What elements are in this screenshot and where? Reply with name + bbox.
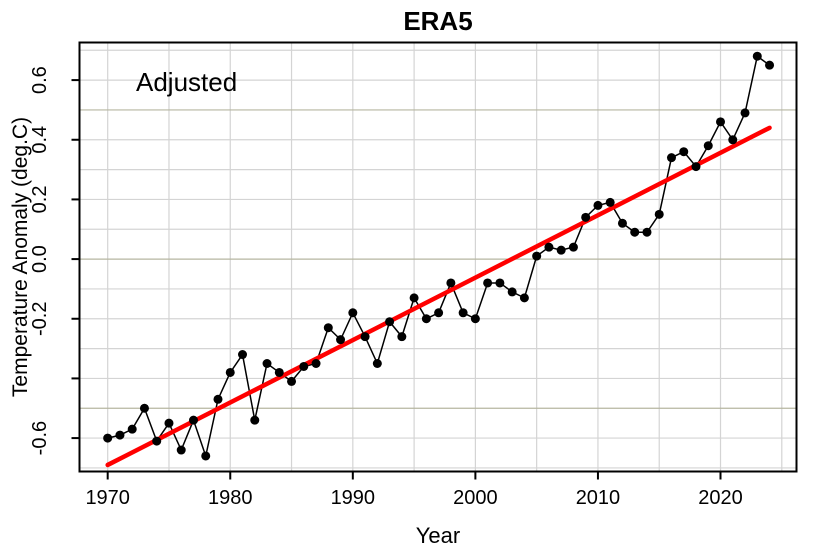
data-point — [409, 293, 419, 303]
data-point — [336, 335, 346, 345]
data-point — [152, 436, 162, 446]
data-point — [483, 278, 493, 288]
data-point — [250, 415, 260, 425]
x-tick-label: 1980 — [208, 487, 253, 509]
data-point — [507, 287, 517, 297]
data-point — [581, 212, 591, 222]
data-point — [752, 51, 762, 61]
plot-area: 1970 1980 1990 2000 2010 2020 0.6 0.4 0.2 0.0 -0.2… — [29, 41, 798, 509]
data-point — [385, 317, 395, 327]
data-point — [532, 251, 542, 261]
x-tick-label: 2000 — [453, 487, 498, 509]
data-point — [556, 245, 566, 255]
y-tick-label: 0.6 — [29, 66, 51, 94]
data-point — [225, 367, 235, 377]
data-point — [164, 418, 174, 428]
data-point — [446, 278, 456, 288]
data-point — [434, 308, 444, 318]
chart-labels: ERA5 Adjusted Year Temperature Anomaly (… — [9, 6, 473, 548]
data-point — [728, 135, 738, 145]
annotation-adjusted: Adjusted — [136, 67, 237, 97]
data-point — [372, 359, 382, 369]
data-point — [213, 394, 223, 404]
data-point — [495, 278, 505, 288]
anomaly-series-line — [107, 54, 770, 459]
x-tick-label: 2020 — [698, 487, 743, 509]
data-point — [630, 227, 640, 237]
data-point — [188, 415, 198, 425]
data-point — [323, 323, 333, 333]
x-axis-label: Year — [416, 523, 460, 548]
data-point — [176, 445, 186, 455]
plot-box — [78, 41, 798, 473]
data-point — [262, 359, 272, 369]
y-tick-label: 0.2 — [29, 186, 51, 214]
data-point — [544, 242, 554, 252]
chart-title: ERA5 — [403, 6, 472, 36]
data-point — [654, 209, 664, 219]
data-point — [568, 242, 578, 252]
data-point — [470, 314, 480, 324]
data-point — [127, 424, 137, 434]
data-point — [605, 197, 615, 207]
data-point — [617, 218, 627, 228]
y-tick-label: 0.4 — [29, 126, 51, 154]
y-tick-label: -0.2 — [29, 302, 51, 336]
data-point — [458, 308, 468, 318]
data-point — [238, 350, 248, 360]
data-point — [139, 403, 149, 413]
data-point — [421, 314, 431, 324]
data-point — [666, 153, 676, 163]
data-point — [519, 293, 529, 303]
data-point — [716, 117, 726, 127]
data-point — [642, 227, 652, 237]
data-point — [348, 308, 358, 318]
data-point — [103, 433, 113, 443]
data-point — [691, 162, 701, 172]
y-tick-label: -0.6 — [29, 421, 51, 455]
data-point — [360, 332, 370, 342]
data-point — [397, 332, 407, 342]
y-axis-label: Temperature Anomaly (deg.C) — [9, 117, 32, 397]
data-point — [115, 430, 125, 440]
data-point — [765, 60, 775, 70]
x-tick-label: 1990 — [331, 487, 376, 509]
data-point — [201, 451, 211, 461]
x-tick-label: 1970 — [85, 487, 130, 509]
x-tick-label: 2010 — [576, 487, 621, 509]
y-tick-label: 0.0 — [29, 245, 51, 273]
trend-line — [105, 125, 772, 468]
data-point — [593, 200, 603, 210]
data-point — [274, 367, 284, 377]
data-point — [287, 376, 297, 386]
data-point — [703, 141, 713, 151]
data-point — [311, 359, 321, 369]
data-point — [740, 108, 750, 118]
data-point — [679, 147, 689, 157]
data-point — [299, 361, 309, 371]
